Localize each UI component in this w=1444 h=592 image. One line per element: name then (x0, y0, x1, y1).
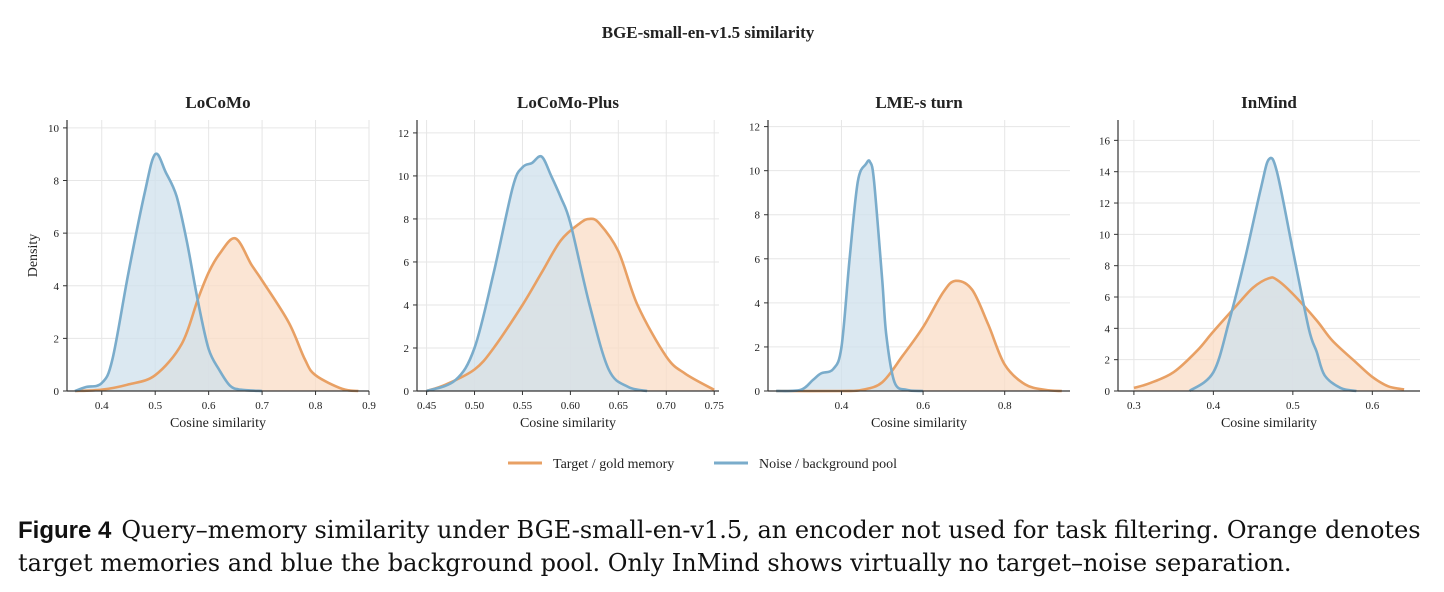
x-tick-label: 0.60 (561, 400, 581, 412)
noise-density-fill (426, 156, 648, 391)
target-density-line (1133, 276, 1405, 391)
x-tick-label: 0.55 (513, 400, 533, 412)
y-tick-label: 10 (48, 123, 60, 135)
y-tick-label: 10 (398, 171, 410, 183)
noise-density-line (426, 154, 648, 393)
target-density-fill (75, 238, 359, 391)
target-density-line (426, 217, 715, 393)
x-tick-label: 0.3 (1127, 400, 1141, 412)
y-tick-label: 0 (1105, 386, 1111, 398)
x-axis-label: Cosine similarity (871, 416, 967, 431)
noise-density-fill (1189, 157, 1357, 391)
y-tick-label: 12 (749, 122, 760, 134)
y-tick-label: 0 (54, 386, 60, 398)
x-tick-label: 0.8 (309, 400, 323, 412)
x-tick-label: 0.70 (657, 400, 677, 412)
x-tick-label: 0.75 (705, 400, 725, 412)
noise-density-line (1188, 156, 1357, 393)
y-tick-label: 6 (755, 254, 761, 266)
x-axis-label: Cosine similarity (520, 416, 616, 431)
legend: Target / gold memory Noise / background … (508, 457, 897, 472)
noise-density-line (776, 159, 924, 393)
y-tick-label: 2 (54, 333, 60, 345)
target-density-line (74, 237, 359, 393)
y-tick-label: 8 (54, 176, 60, 188)
y-tick-label: 2 (404, 343, 410, 355)
y-tick-label: 4 (1105, 323, 1111, 335)
y-tick-label: 12 (398, 128, 409, 140)
noise-density-fill (75, 153, 263, 391)
panel-title: LME-s turn (875, 93, 963, 112)
y-tick-label: 4 (755, 298, 761, 310)
figure-title: BGE-small-en-v1.5 similarity (602, 23, 815, 42)
y-tick-label: 4 (404, 300, 410, 312)
panel-title: InMind (1241, 93, 1297, 112)
x-tick-label: 0.9 (362, 400, 376, 412)
y-tick-label: 0 (755, 386, 761, 398)
x-tick-label: 0.4 (95, 400, 109, 412)
y-tick-label: 6 (404, 257, 410, 269)
legend-noise-label: Noise / background pool (759, 457, 897, 472)
x-tick-label: 0.4 (835, 400, 849, 412)
y-tick-label: 2 (1105, 355, 1111, 367)
y-tick-label: 6 (1105, 292, 1111, 304)
y-tick-label: 12 (1099, 198, 1110, 210)
target-density-fill (776, 280, 1062, 392)
x-tick-label: 0.7 (255, 400, 269, 412)
y-tick-label: 6 (54, 228, 60, 240)
panel-2: 0.45 0.50 0.55 0.60 0.65 0.70 0.75 0 2 4 6 8 10 12 LoC… (398, 93, 724, 431)
x-tick-label: 0.6 (1365, 400, 1379, 412)
target-density-line (776, 279, 1062, 393)
x-axis-label: Cosine similarity (170, 416, 266, 431)
y-tick-label: 16 (1099, 135, 1111, 147)
x-tick-label: 0.5 (148, 400, 162, 412)
legend-target-label: Target / gold memory (553, 457, 674, 472)
panel-1: 0.4 0.5 0.6 0.7 0.8 0.9 0 2 4 6 8 10 LoCoMo Cosine si… (26, 93, 376, 431)
x-tick-label: 0.8 (998, 400, 1012, 412)
caption-text: Query–memory similarity under BGE-small-… (18, 516, 1421, 577)
x-tick-label: 0.65 (609, 400, 629, 412)
x-tick-label: 0.5 (1286, 400, 1300, 412)
panel-title: LoCoMo-Plus (517, 93, 619, 112)
panel-4: 0.3 0.4 0.5 0.6 0 2 4 6 8 10 12 14 16 InMind Cosine si… (1099, 93, 1420, 431)
noise-density-line (74, 152, 263, 393)
y-tick-label: 2 (755, 342, 761, 354)
y-tick-label: 10 (1099, 229, 1111, 241)
x-tick-label: 0.6 (202, 400, 216, 412)
x-tick-label: 0.4 (1206, 400, 1220, 412)
panel-3: 0.4 0.6 0.8 0 2 4 6 8 10 12 LME-s turn Cosine simil… (749, 93, 1070, 431)
y-axis-label: Density (26, 234, 41, 278)
x-axis-label: Cosine similarity (1221, 416, 1317, 431)
panels: 0.4 0.5 0.6 0.7 0.8 0.9 0 2 4 6 8 10 LoCoMo Cosine si… (26, 93, 1420, 431)
caption-label: Figure 4 (18, 517, 112, 544)
y-tick-label: 4 (54, 281, 60, 293)
x-tick-label: 0.50 (465, 400, 485, 412)
y-tick-label: 8 (404, 214, 410, 226)
y-tick-label: 8 (755, 210, 761, 222)
figure-caption: Figure 4 Query–memory similarity under BG… (18, 514, 1428, 579)
y-tick-label: 8 (1105, 261, 1111, 273)
x-tick-label: 0.45 (417, 400, 437, 412)
panel-title: LoCoMo (185, 93, 250, 112)
figure: BGE-small-en-v1.5 similarity 0.4 0.5 0.6 0.… (26, 23, 1420, 472)
y-tick-label: 0 (404, 386, 410, 398)
noise-density-fill (776, 160, 924, 392)
y-tick-label: 14 (1099, 167, 1111, 179)
x-tick-label: 0.6 (916, 400, 930, 412)
y-tick-label: 10 (749, 166, 761, 178)
